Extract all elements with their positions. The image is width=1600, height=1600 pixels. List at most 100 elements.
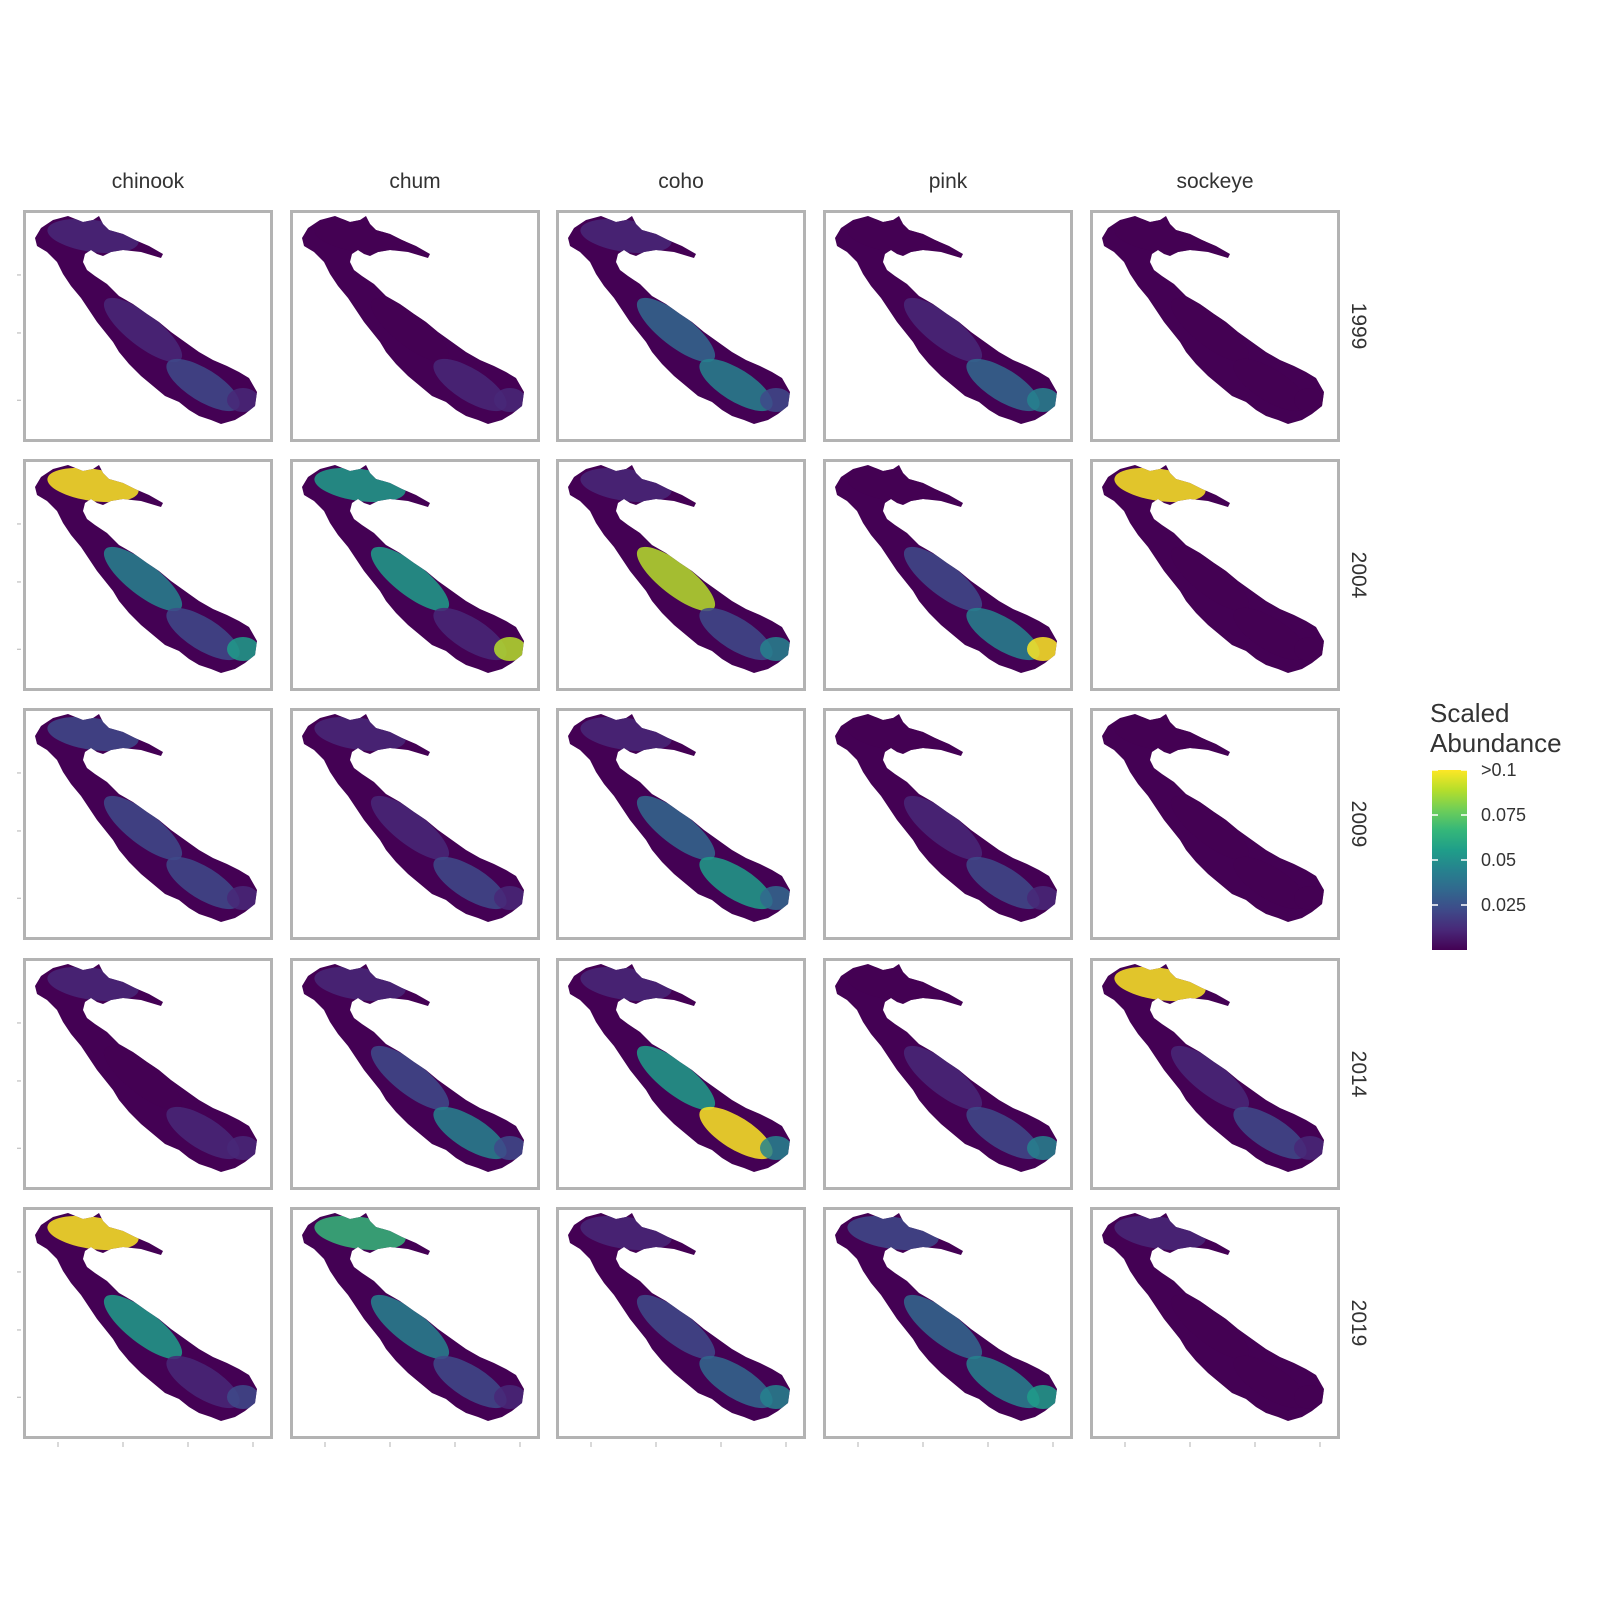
facet-panel-pink-1999 [823,210,1073,442]
row-facet-title: 2019 [1347,1300,1370,1347]
panel-border [1090,708,1340,940]
panel-border [823,708,1073,940]
region-east-value [227,886,257,910]
panel-border [823,1207,1073,1439]
panel-border [556,459,806,691]
panel-border [1090,210,1340,442]
region-mid-value [636,1045,716,1111]
region-east-value [227,637,257,661]
region-south-value [699,607,773,661]
legend: Scaled Abundance >0.1 0.075 0.05 0.025 [1430,698,1562,950]
region-south-value [166,607,240,661]
region-east-value [494,388,524,412]
region-mid-value [1170,795,1250,861]
facet-panel-sockeye-2014 [1090,958,1340,1190]
panel-border [290,459,540,691]
region-mid-value [636,1294,716,1360]
region-mid-value [103,1045,183,1111]
region-east-value [1027,1136,1057,1160]
region-south-value [966,1106,1040,1160]
region-south-value [1233,358,1307,412]
facet-panel-chinook-1999 [23,210,273,442]
panel-border [290,1207,540,1439]
y-axis-ticks [17,274,21,1398]
region-south-value [433,607,507,661]
panel-border [1090,459,1340,691]
region-mid-value [370,546,450,612]
region-mid-value [636,546,716,612]
panel-border [23,459,273,691]
region-east-value [227,1385,257,1409]
region-east-value [1294,886,1324,910]
region-mid-value [636,795,716,861]
panel-border [556,708,806,940]
column-facet-title: coho [658,170,704,193]
region-mid-value [370,795,450,861]
region-mid-value [1170,297,1250,363]
facet-panel-pink-2014 [823,958,1073,1190]
region-south-value [166,1106,240,1160]
panel-border [823,958,1073,1190]
region-mid-value [1170,546,1250,612]
region-mid-value [103,546,183,612]
column-facet-title: chum [389,170,440,193]
region-south-value [699,358,773,412]
facet-panel-pink-2004 [823,459,1073,691]
legend-tick-label: >0.1 [1481,760,1517,780]
x-axis-ticks [57,1442,1321,1447]
region-south-value [1233,856,1307,910]
region-mid-value [903,546,983,612]
region-south-value [699,1106,773,1160]
facet-panel-pink-2009 [823,708,1073,940]
region-mid-value [1170,1294,1250,1360]
region-mid-value [1170,1045,1250,1111]
region-south-value [966,358,1040,412]
panel-border [556,210,806,442]
facet-panel-coho-1999 [556,210,806,442]
region-south-value [966,856,1040,910]
facet-panel-coho-2014 [556,958,806,1190]
legend-tick-label: 0.05 [1481,850,1516,870]
region-east-value [494,886,524,910]
facet-panel-sockeye-2004 [1090,459,1340,691]
legend-ticks: >0.1 0.075 0.05 0.025 [1432,760,1526,915]
panel-border [556,1207,806,1439]
facet-panel-chinook-2019 [23,1207,273,1439]
column-facet-title: pink [929,170,968,193]
region-east-value [227,1136,257,1160]
panel-border [290,708,540,940]
region-mid-value [370,1045,450,1111]
region-east-value [1027,886,1057,910]
region-south-value [966,1355,1040,1409]
region-south-value [966,607,1040,661]
column-facet-titles: chinook chum coho pink sockeye [112,170,1254,193]
region-east-value [1027,1385,1057,1409]
region-east-value [1027,388,1057,412]
region-east-value [1294,1385,1324,1409]
facet-panel-chum-2004 [290,459,540,691]
region-east-value [494,1136,524,1160]
region-mid-value [903,1045,983,1111]
panel-border [23,708,273,940]
facet-panel-chum-1999 [290,210,540,442]
row-facet-title: 2009 [1347,801,1370,848]
facet-panel-sockeye-2009 [1090,708,1340,940]
panel-border [1090,1207,1340,1439]
region-east-value [1294,1136,1324,1160]
region-mid-value [103,297,183,363]
region-south-value [433,358,507,412]
facet-panel-sockeye-1999 [1090,210,1340,442]
region-south-value [1233,1106,1307,1160]
facet-panel-chum-2014 [290,958,540,1190]
legend-title-line-1: Scaled [1430,698,1510,728]
region-south-value [433,1106,507,1160]
region-east-value [1294,388,1324,412]
panel-border [823,459,1073,691]
facet-panel-coho-2009 [556,708,806,940]
facet-panel-chinook-2009 [23,708,273,940]
region-east-value [494,1385,524,1409]
legend-tick-label: 0.025 [1481,895,1526,915]
facet-panel-coho-2019 [556,1207,806,1439]
facet-panel-chinook-2014 [23,958,273,1190]
region-east-value [1027,637,1057,661]
